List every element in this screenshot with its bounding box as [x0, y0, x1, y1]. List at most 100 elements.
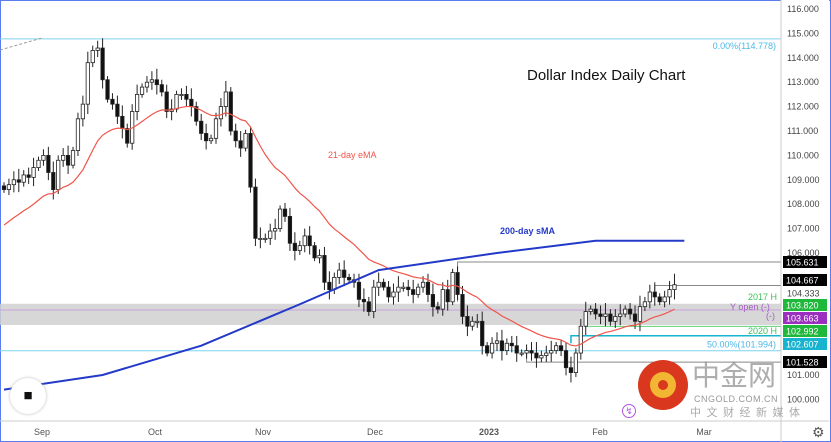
- candle-down: [509, 342, 514, 347]
- candle-up: [494, 340, 500, 344]
- candle-up: [440, 289, 445, 310]
- candle-up: [613, 316, 618, 322]
- cngold-logo-icon: [638, 360, 688, 410]
- candle-down: [598, 313, 603, 317]
- price-tag: [783, 299, 827, 311]
- y-tick-label: 109.000: [787, 175, 820, 185]
- candle-down: [460, 294, 465, 317]
- price-tag: [783, 274, 827, 286]
- candle-down: [125, 128, 130, 144]
- y-tick-label: 108.000: [787, 199, 820, 209]
- candle-down: [480, 320, 485, 347]
- lightning-icon[interactable]: ↯: [622, 404, 636, 418]
- candle-down: [120, 115, 125, 129]
- candle-down: [312, 245, 317, 259]
- candle-up: [489, 342, 495, 354]
- x-tick-label: 2023: [479, 427, 499, 437]
- price-tag: [783, 312, 827, 324]
- note-2020-high: 2020 H: [748, 326, 777, 336]
- candle-up: [588, 308, 593, 312]
- candle-down: [292, 242, 297, 251]
- candle-up: [416, 286, 421, 295]
- price-tag: [783, 338, 827, 350]
- x-tick-label: Nov: [255, 427, 272, 437]
- candle-up: [277, 208, 283, 230]
- candle-up: [297, 245, 302, 251]
- candle-up: [273, 228, 278, 232]
- candle-up: [11, 179, 16, 186]
- candle-down: [529, 350, 534, 354]
- candle-down: [322, 255, 327, 283]
- candle-up: [544, 352, 549, 356]
- candle-up: [578, 325, 583, 354]
- candle-up: [31, 167, 36, 178]
- candle-down: [238, 140, 243, 149]
- y-tick-label: 104.333: [787, 289, 820, 299]
- candle-down: [159, 84, 164, 93]
- candle-down: [558, 345, 564, 352]
- y-tick-label: 115.000: [787, 28, 819, 38]
- candle-up: [642, 301, 648, 308]
- price-tag-label: 102.992: [786, 327, 819, 337]
- candle-down: [366, 301, 371, 312]
- price-tag-label: 104.667: [786, 276, 819, 286]
- candle-down: [652, 291, 657, 298]
- candle-up: [75, 118, 81, 151]
- candle-up: [208, 137, 214, 142]
- candle-up: [144, 81, 150, 88]
- y-tick-label: 106.000: [787, 248, 820, 258]
- candle-up: [139, 86, 145, 95]
- candle-down: [465, 316, 470, 327]
- x-tick-label: Sep: [34, 427, 50, 437]
- candle-down: [593, 308, 598, 315]
- candle-down: [455, 272, 460, 295]
- level-line-105631: [457, 261, 781, 302]
- price-tag-label: 103.663: [786, 314, 819, 324]
- candle-up: [223, 91, 228, 107]
- candle-down: [608, 313, 613, 322]
- candle-down: [16, 179, 21, 183]
- candle-up: [213, 118, 219, 139]
- candle-down: [51, 172, 56, 190]
- candle-up: [302, 235, 307, 247]
- chart-title: Dollar Index Daily Chart: [527, 67, 686, 84]
- watermark-name: 中金网: [692, 359, 777, 392]
- watermark-site: CNGOLD.COM.CN: [694, 394, 779, 404]
- candle-down: [445, 289, 450, 303]
- candle-up: [667, 289, 672, 298]
- trend-dashed-line: [0, 37, 43, 51]
- y-tick-label: 111.000: [787, 126, 818, 136]
- candle-up: [470, 320, 475, 327]
- candle-up: [504, 342, 509, 351]
- x-tick-label: Mar: [696, 427, 712, 437]
- candle-up: [70, 150, 76, 166]
- candle-up: [618, 313, 623, 317]
- price-tag: [783, 256, 827, 268]
- candle-up: [603, 313, 608, 317]
- candle-up: [6, 184, 12, 190]
- candle-up: [450, 272, 455, 303]
- y-tick-label: 112.000: [787, 102, 819, 112]
- candle-down: [248, 133, 253, 188]
- price-tag-label: 105.631: [786, 258, 819, 268]
- candle-down: [287, 215, 293, 244]
- y-tick-label: 101.000: [787, 370, 820, 380]
- y-tick-label: 116.000: [787, 4, 819, 14]
- candle-down: [253, 186, 258, 239]
- sma-200-line: [3, 239, 685, 391]
- candle-down: [346, 276, 352, 281]
- candle-down: [534, 352, 539, 359]
- note-y-open: Y open (-): [730, 302, 770, 312]
- candle-up: [80, 103, 85, 120]
- candle-down: [361, 298, 366, 303]
- candle-down: [204, 133, 209, 142]
- price-tag: [783, 356, 827, 368]
- settings-gear-icon[interactable]: ⚙: [812, 424, 825, 440]
- candle-down: [499, 340, 505, 351]
- level-line-102607: [570, 335, 781, 344]
- candle-down: [563, 350, 569, 369]
- candle-down: [632, 313, 638, 322]
- candle-up: [376, 281, 381, 288]
- candle-down: [164, 91, 169, 112]
